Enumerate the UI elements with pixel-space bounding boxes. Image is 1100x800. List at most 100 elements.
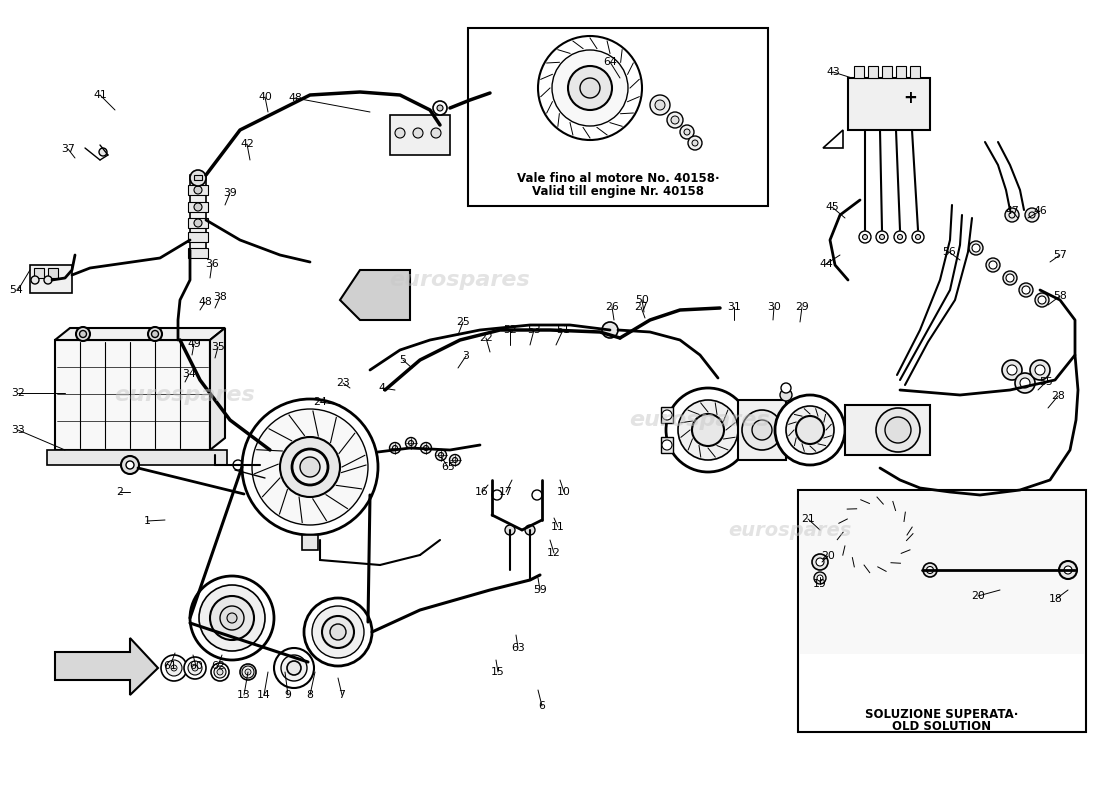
Text: 64: 64 [603, 57, 617, 67]
Circle shape [217, 669, 223, 675]
Text: 48: 48 [288, 93, 301, 103]
Circle shape [680, 125, 694, 139]
Text: SOLUZIONE SUPERATA·: SOLUZIONE SUPERATA· [866, 707, 1019, 721]
Circle shape [1003, 271, 1018, 285]
Circle shape [812, 554, 828, 570]
Circle shape [986, 258, 1000, 272]
Text: 26: 26 [605, 302, 619, 312]
Text: 40: 40 [258, 92, 272, 102]
Bar [34, 268, 44, 278]
Circle shape [580, 78, 600, 98]
Text: 55: 55 [1040, 377, 1053, 387]
Text: 38: 38 [213, 292, 227, 302]
Circle shape [989, 261, 997, 269]
Text: +: + [903, 89, 917, 107]
Circle shape [1015, 373, 1035, 393]
Circle shape [1019, 283, 1033, 297]
Text: 28: 28 [1052, 391, 1065, 401]
Text: 37: 37 [62, 144, 75, 154]
Bar [188, 232, 208, 242]
Circle shape [796, 416, 824, 444]
Text: 52: 52 [503, 325, 517, 335]
Text: 30: 30 [767, 302, 781, 312]
Bar [468, 28, 768, 206]
Text: 7: 7 [339, 690, 345, 700]
Circle shape [395, 128, 405, 138]
Circle shape [245, 669, 251, 675]
Bar [738, 400, 786, 460]
Circle shape [845, 505, 905, 565]
Circle shape [210, 596, 254, 640]
Text: 35: 35 [211, 342, 224, 352]
Bar [661, 437, 673, 453]
Circle shape [170, 665, 177, 671]
Bar [48, 268, 58, 278]
Circle shape [76, 327, 90, 341]
Bar [188, 218, 208, 228]
Text: 59: 59 [534, 585, 547, 595]
Text: 2: 2 [117, 487, 123, 497]
Circle shape [420, 442, 431, 454]
Circle shape [525, 525, 535, 535]
Text: 34: 34 [183, 369, 196, 379]
Text: 14: 14 [257, 690, 271, 700]
Text: 39: 39 [223, 188, 236, 198]
Circle shape [894, 231, 906, 243]
Circle shape [492, 490, 502, 500]
Circle shape [814, 572, 826, 584]
Circle shape [79, 330, 87, 338]
Text: 19: 19 [813, 579, 827, 589]
Circle shape [862, 234, 868, 239]
Text: OLD SOLUTION: OLD SOLUTION [892, 719, 991, 733]
Text: 62: 62 [211, 661, 224, 671]
Circle shape [252, 409, 368, 525]
Text: 41: 41 [94, 90, 107, 100]
Bar [845, 405, 930, 455]
Circle shape [532, 490, 542, 500]
Bar [188, 185, 208, 195]
Circle shape [926, 566, 934, 574]
Text: 12: 12 [547, 548, 561, 558]
Circle shape [437, 105, 443, 111]
Circle shape [876, 231, 888, 243]
Text: 22: 22 [480, 333, 493, 343]
Circle shape [312, 606, 364, 658]
Text: 15: 15 [491, 667, 505, 677]
Bar [188, 248, 208, 258]
Circle shape [194, 219, 202, 227]
Polygon shape [340, 270, 410, 320]
Circle shape [886, 417, 911, 443]
Circle shape [211, 663, 229, 681]
Circle shape [876, 408, 920, 452]
Circle shape [654, 100, 666, 110]
Circle shape [406, 438, 417, 449]
Text: 1: 1 [144, 516, 151, 526]
Circle shape [1064, 566, 1072, 574]
Circle shape [431, 128, 441, 138]
Bar [896, 66, 906, 78]
Circle shape [227, 613, 236, 623]
Text: 9: 9 [285, 690, 292, 700]
Circle shape [667, 112, 683, 128]
Circle shape [188, 661, 202, 675]
Bar [30, 265, 72, 293]
Circle shape [692, 140, 698, 146]
Text: 58: 58 [1053, 291, 1067, 301]
Bar [194, 175, 202, 180]
Circle shape [199, 585, 265, 651]
Bar [798, 490, 1086, 732]
Circle shape [678, 400, 738, 460]
Circle shape [1006, 365, 1018, 375]
Text: 18: 18 [1049, 594, 1063, 604]
Circle shape [915, 234, 921, 239]
Text: 36: 36 [205, 259, 219, 269]
Text: eurospares: eurospares [114, 385, 255, 405]
Circle shape [44, 276, 52, 284]
Circle shape [552, 50, 628, 126]
Circle shape [671, 116, 679, 124]
Circle shape [121, 456, 139, 474]
Circle shape [692, 414, 724, 446]
Circle shape [31, 276, 38, 284]
Text: 16: 16 [475, 487, 488, 497]
Circle shape [240, 664, 256, 680]
